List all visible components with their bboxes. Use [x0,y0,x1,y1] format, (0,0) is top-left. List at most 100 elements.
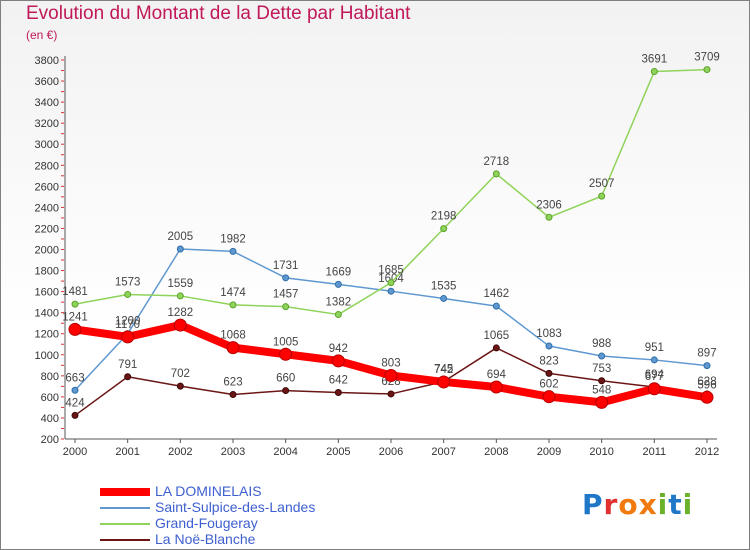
data-label: 1559 [168,278,194,290]
y-tick-label: 400 [41,413,59,425]
y-tick-label: 3800 [35,55,59,67]
x-tick-label: 2005 [326,446,350,458]
data-point [387,279,395,287]
legend-label: LA DOMINELAIS [155,483,262,499]
chart-title: Evolution du Montant de la Dette par Hab… [26,3,411,24]
data-point [173,318,187,332]
proxiti-logo: Proxiti [582,488,694,521]
data-label: 1382 [326,297,352,309]
data-point [229,301,237,309]
data-label: 1535 [431,280,457,292]
legend-label: La Noë-Blanche [155,531,256,547]
x-tick-label: 2009 [537,446,561,458]
data-point [492,302,500,310]
legend-swatch [100,507,150,509]
data-label: 623 [223,376,242,388]
x-tick-label: 2010 [589,446,613,458]
data-label: 745 [434,364,453,376]
y-tick-label: 3200 [35,118,59,130]
data-label: 753 [592,363,611,375]
data-point [703,362,711,370]
data-point [124,290,132,298]
y-tick-label: 2800 [35,160,59,172]
data-label: 548 [592,384,611,396]
data-point [440,294,448,302]
data-point [71,411,79,419]
y-tick-label: 2600 [35,181,59,193]
data-point [545,213,553,221]
data-point [176,292,184,300]
y-tick-label: 2000 [35,245,59,257]
data-label: 1005 [273,336,299,348]
legend-label: Saint-Sulpice-des-Landes [155,499,316,515]
data-label: 1685 [378,265,404,277]
data-label: 1241 [62,311,88,323]
data-point [650,67,658,75]
data-label: 742 [434,364,453,376]
data-point [437,375,451,389]
data-label: 803 [381,358,400,370]
data-label: 694 [487,369,507,381]
data-label: 3709 [694,52,720,64]
data-label: 2507 [589,178,615,190]
x-tick-label: 2007 [431,446,455,458]
data-point [440,225,448,233]
data-point [121,330,135,344]
data-label: 660 [276,373,295,385]
data-point [176,382,184,390]
data-label: 1669 [326,266,352,278]
data-point [282,387,290,395]
data-label: 1065 [484,330,510,342]
data-point [647,382,661,396]
data-label: 694 [645,369,665,381]
data-label: 2005 [168,231,194,243]
data-point [545,369,553,377]
y-tick-label: 1200 [35,329,59,341]
data-label: 3691 [642,53,668,65]
data-point [598,192,606,200]
data-point [282,303,290,311]
data-point [68,322,82,336]
y-tick-label: 3600 [35,76,59,88]
legend-swatch [100,488,150,496]
data-label: 1474 [220,287,246,299]
chart-unit-subtitle: (en €) [26,28,58,42]
y-tick-label: 1000 [35,350,59,362]
data-label: 628 [697,376,716,388]
legend-swatch [100,523,150,525]
y-tick-label: 1400 [35,308,59,320]
data-label: 677 [645,371,664,383]
data-point [489,380,503,394]
data-point [124,373,132,381]
x-tick-label: 2001 [115,446,139,458]
data-point [387,287,395,295]
x-tick-label: 2002 [168,446,192,458]
data-label: 897 [697,348,716,360]
data-label: 602 [539,379,558,391]
data-point [331,354,345,368]
y-tick-label: 800 [41,371,59,383]
data-label: 791 [118,359,137,371]
data-point [387,390,395,398]
data-label: 1170 [115,319,140,331]
y-tick-label: 2400 [35,202,59,214]
data-label: 663 [65,372,84,384]
data-label: 1573 [115,276,141,288]
x-tick-label: 2006 [379,446,403,458]
data-label: 596 [697,379,716,391]
data-point [598,377,606,385]
data-point [650,356,658,364]
data-label: 1982 [220,233,246,245]
data-point [282,274,290,282]
data-label: 1200 [115,316,141,328]
y-tick-label: 3000 [35,139,59,151]
data-point [542,390,556,404]
data-label: 424 [65,397,85,409]
data-point [700,390,714,404]
x-tick-label: 2003 [221,446,245,458]
data-label: 823 [539,355,558,367]
data-label: 1457 [273,289,299,301]
data-point [71,300,79,308]
